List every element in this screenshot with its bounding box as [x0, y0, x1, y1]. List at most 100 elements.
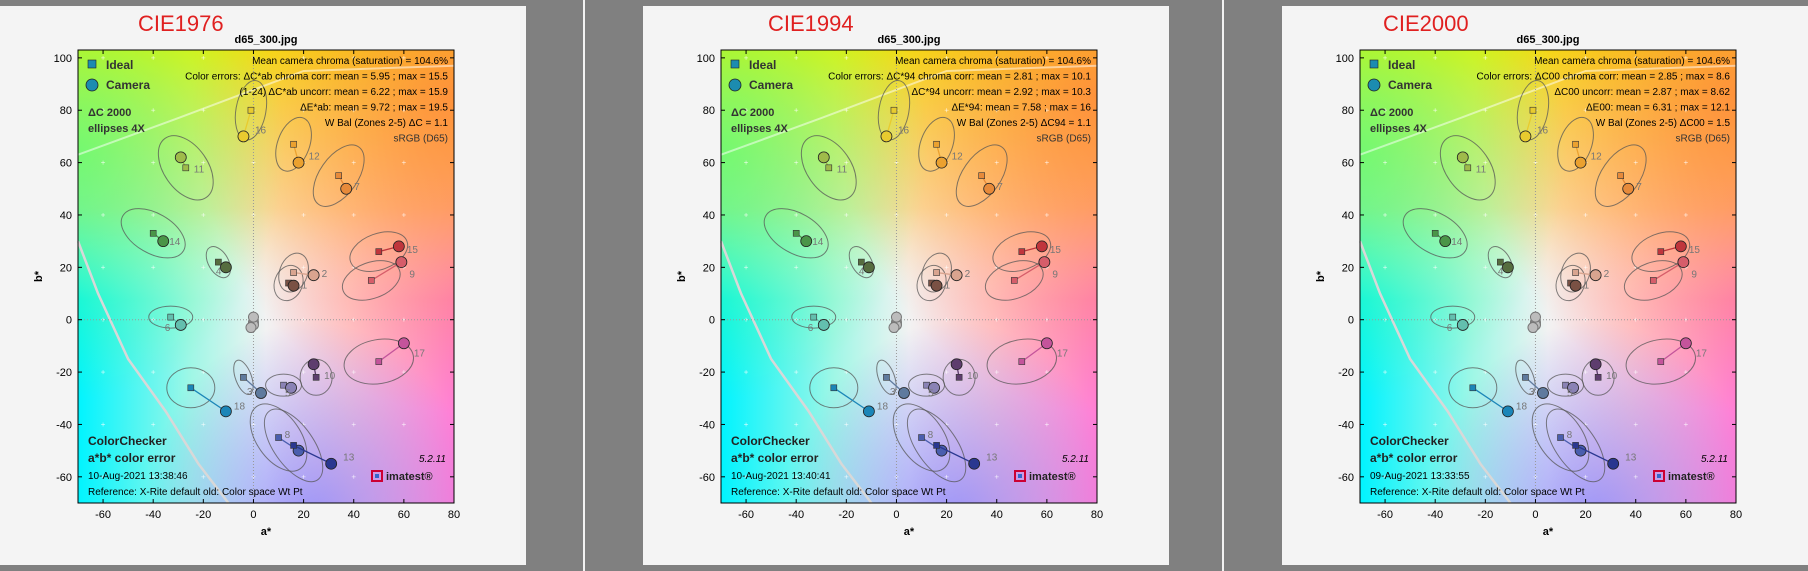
camera-circle-5	[1567, 381, 1579, 394]
ellipse-patch-9	[341, 260, 401, 301]
ideal-square-14	[149, 229, 157, 237]
footer-timestamp: 10-Aug-2021 13:40:41	[731, 471, 831, 482]
y-tick-label: 20	[703, 262, 715, 274]
camera-circle-14	[1439, 235, 1452, 248]
ideal-square-16	[890, 106, 898, 114]
ellipse-patch-8	[249, 403, 308, 472]
ideal-square-15	[1018, 248, 1026, 255]
imatest-logo-text: imatest®	[1029, 471, 1076, 483]
ideal-square-8	[275, 434, 282, 441]
ellipse-patch-15	[1631, 231, 1691, 272]
camera-circle-9	[395, 256, 408, 268]
camera-circle-5	[928, 381, 940, 394]
patch-label-15: 15	[1689, 245, 1701, 256]
info-line-5: W Bal (Zones 2-5) ΔC = 1.1	[325, 118, 449, 129]
info-line-3: ΔC00 uncorr: mean = 2.87 ; max = 8.62	[1554, 87, 1730, 98]
patch-label-5: 5	[928, 388, 934, 399]
camera-circle-17	[397, 337, 410, 350]
y-tick-label: 80	[703, 105, 715, 117]
footer-reference: Reference: X-Rite default old: Color spa…	[88, 487, 303, 498]
patch-label-16: 16	[1537, 125, 1549, 136]
gamut-boundary-top	[1359, 64, 1737, 156]
legend-ideal-marker	[87, 59, 97, 69]
camera-circle-10	[1589, 358, 1602, 371]
ideal-square-13	[1572, 442, 1579, 449]
plot-frame	[720, 49, 1098, 504]
ellipse-patch-17	[1625, 338, 1696, 385]
white-balance-marker	[247, 311, 259, 323]
camera-circle-14	[157, 235, 170, 248]
ellipse-patch-6	[791, 305, 837, 329]
footer-subtitle: a*b* color error	[88, 451, 176, 465]
error-line-13	[293, 444, 332, 465]
patch-label-3: 3	[890, 387, 896, 398]
ideal-square-10	[312, 374, 320, 381]
camera-circle-17	[1679, 337, 1692, 350]
ellipse-note-line1: ΔC 2000	[88, 107, 131, 119]
ideal-square-18	[1469, 384, 1477, 392]
patch-label-10: 10	[967, 371, 979, 382]
x-tick-label: 60	[398, 509, 410, 521]
y-tick-label: 100	[697, 53, 715, 65]
ideal-square-18	[830, 384, 838, 392]
ideal-square-11	[182, 164, 190, 172]
patch-label-14: 14	[812, 237, 824, 248]
y-tick-label: -60	[1338, 472, 1354, 484]
x-tick-label: -40	[788, 509, 804, 521]
y-axis-label: b*	[676, 270, 688, 282]
error-line-13	[936, 444, 975, 465]
camera-circle-6	[174, 319, 187, 331]
camera-circle-9	[1038, 256, 1051, 268]
footer-version: 5.2.11	[419, 454, 446, 465]
ideal-square-12	[1572, 140, 1579, 148]
ellipse-patch-12	[918, 116, 955, 172]
ideal-square-3	[883, 374, 890, 381]
camera-circle-3	[898, 387, 910, 399]
patch-label-5: 5	[1567, 388, 1573, 399]
patch-label-3: 3	[247, 387, 253, 398]
x-axis-label: a*	[904, 526, 915, 538]
camera-circle-15	[392, 240, 405, 253]
ideal-square-7	[1617, 172, 1624, 179]
info-line-2: Color errors: ΔC*ab chroma corr: mean = …	[185, 72, 448, 83]
info-line-1: Mean camera chroma (saturation) = 104.6%	[252, 56, 448, 67]
camera-circle-2	[950, 269, 963, 282]
camera-circle-2	[307, 269, 320, 282]
x-tick-label: 80	[1091, 509, 1103, 521]
ellipse-patch-11	[1439, 135, 1496, 201]
ideal-square-6	[1449, 313, 1457, 321]
x-tick-label: 40	[1630, 509, 1642, 521]
camera-circle-14	[800, 235, 813, 248]
patch-label-13: 13	[1625, 453, 1637, 464]
patch-label-2: 2	[1604, 269, 1610, 280]
ab-chart-cie2000: -60 -40 -20 0 20 40 60 80 -60 -40 -20 0 20 40 60 80 100 a…	[1315, 34, 1742, 538]
white-balance-marker	[888, 322, 900, 334]
patch-label-17: 17	[1057, 348, 1069, 359]
y-axis-label: b*	[1315, 270, 1327, 282]
footer-version: 5.2.11	[1062, 454, 1089, 465]
camera-circle-10	[307, 358, 320, 371]
legend-ideal-marker	[730, 59, 740, 69]
y-tick-label: -20	[56, 367, 72, 379]
ellipse-patch-15	[349, 231, 409, 272]
info-line-1: Mean camera chroma (saturation) = 104.6%	[1534, 56, 1730, 67]
ideal-square-3	[1522, 374, 1529, 381]
ideal-square-4	[215, 258, 222, 266]
ideal-square-15	[375, 248, 383, 255]
y-tick-label: -20	[699, 367, 715, 379]
camera-circle-7	[340, 182, 353, 195]
y-tick-label: 100	[54, 53, 72, 65]
camera-circle-3	[255, 387, 267, 399]
info-line-4: ΔE00: mean = 6.31 ; max = 12.1	[1586, 103, 1730, 114]
x-tick-label: 40	[991, 509, 1003, 521]
footer-title: ColorChecker	[88, 434, 167, 448]
patch-label-18: 18	[1516, 402, 1528, 413]
chart-title: d65_300.jpg	[235, 34, 298, 46]
camera-circle-16	[880, 130, 893, 143]
patch-label-6: 6	[165, 323, 171, 334]
y-tick-label: -20	[1338, 367, 1354, 379]
white-balance-marker	[890, 311, 902, 323]
patch-label-2: 2	[965, 269, 971, 280]
ellipse-patch-2	[278, 252, 309, 293]
patch-label-10: 10	[1606, 371, 1618, 382]
